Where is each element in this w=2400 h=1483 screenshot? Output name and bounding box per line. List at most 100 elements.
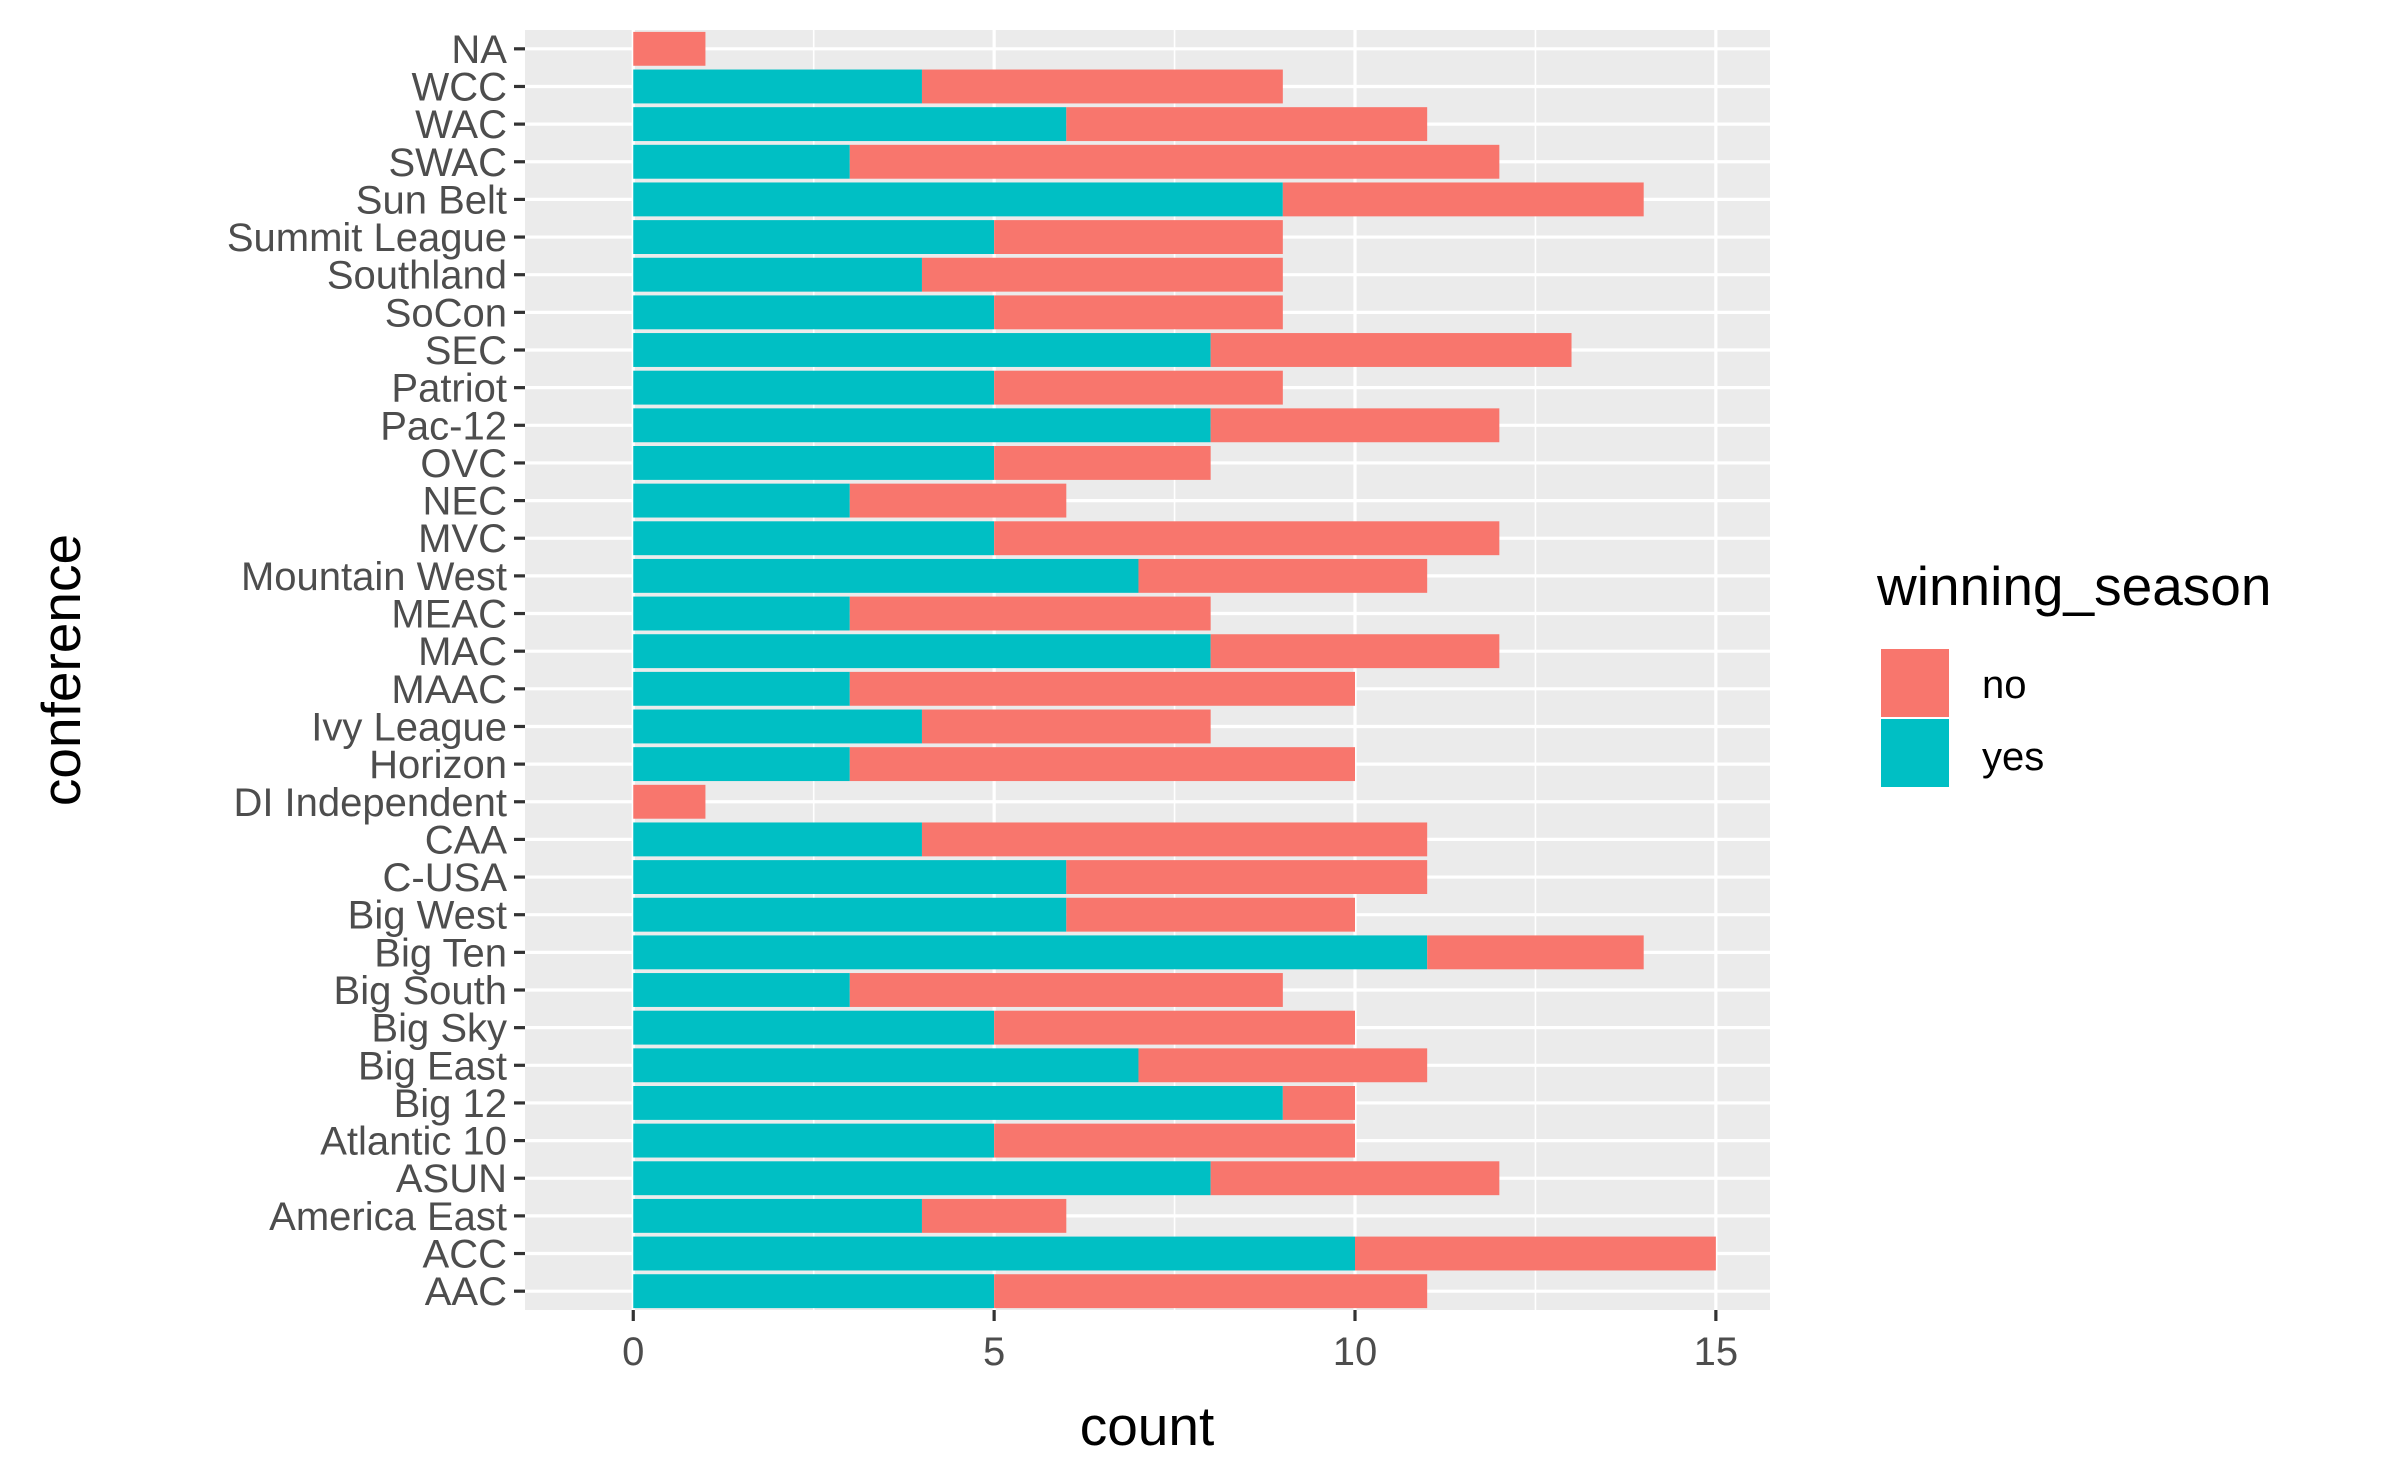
- y-tick-label: WCC: [411, 65, 507, 109]
- bar-yes-atlantic-10: [633, 1123, 995, 1158]
- bar-no-sec: [1210, 333, 1572, 367]
- legend: winning_season no yes: [1876, 555, 2271, 789]
- bar-no-swac: [849, 144, 1500, 179]
- bar-yes-asun: [633, 1161, 1211, 1196]
- bar-no-c-usa: [1066, 860, 1428, 894]
- y-tick-label: Big Ten: [374, 931, 507, 975]
- y-tick-label: NA: [451, 28, 507, 72]
- y-tick-label: MAC: [418, 630, 507, 674]
- bar-yes-pac-12: [633, 408, 1211, 443]
- bar-no-big-south: [849, 973, 1283, 1007]
- bar-no-big-ten: [1427, 935, 1644, 970]
- bar-no-asun: [1210, 1161, 1500, 1196]
- y-tick-label: Horizon: [369, 743, 507, 787]
- bar-yes-aac: [633, 1274, 995, 1309]
- y-tick-label: ACC: [423, 1233, 507, 1277]
- y-tick-label: MAAC: [391, 668, 507, 712]
- bar-no-mountain-west: [1138, 558, 1428, 593]
- bar-yes-big-12: [633, 1086, 1283, 1120]
- bar-no-wcc: [921, 69, 1283, 104]
- y-tick-label: C-USA: [383, 856, 508, 900]
- y-tick-label: MEAC: [391, 593, 507, 637]
- bar-no-big-west: [1066, 897, 1355, 932]
- legend-key-yes: [1879, 717, 1951, 789]
- bar-yes-big-ten: [633, 935, 1428, 970]
- bar-no-sun-belt: [1282, 182, 1644, 217]
- bar-yes-ovc: [633, 446, 995, 480]
- bar-yes-meac: [633, 596, 850, 631]
- legend-label-yes: yes: [1982, 735, 2044, 779]
- legend-title: winning_season: [1876, 555, 2271, 617]
- y-tick-label: NEC: [423, 480, 507, 524]
- x-tick-label: 15: [1694, 1330, 1739, 1374]
- y-tick-label: Summit League: [227, 216, 507, 260]
- bar-yes-wac: [633, 107, 1067, 142]
- y-axis-title: conference: [30, 534, 92, 806]
- x-axis-title: count: [1080, 1395, 1215, 1457]
- y-tick-label: OVC: [420, 442, 507, 486]
- y-tick-label: Sun Belt: [356, 178, 507, 222]
- bar-yes-mac: [633, 634, 1211, 669]
- bar-yes-patriot: [633, 370, 995, 405]
- y-tick-label: AAC: [425, 1270, 507, 1314]
- bar-yes-big-east: [633, 1048, 1139, 1083]
- bar-no-big-east: [1138, 1048, 1428, 1083]
- bar-yes-big-west: [633, 897, 1067, 932]
- bar-yes-wcc: [633, 69, 922, 104]
- bar-no-nec: [849, 483, 1067, 518]
- x-tick-label: 0: [622, 1330, 644, 1374]
- bar-yes-sun-belt: [633, 182, 1283, 217]
- y-tick-label: SWAC: [388, 141, 507, 185]
- y-tick-label: Big West: [348, 894, 507, 938]
- bar-yes-america-east: [633, 1198, 922, 1233]
- bar-yes-maac: [633, 671, 850, 706]
- bar-yes-big-sky: [633, 1010, 995, 1045]
- y-tick-label: Big 12: [394, 1082, 507, 1126]
- bar-no-socon: [994, 295, 1283, 330]
- bar-yes-sec: [633, 333, 1211, 367]
- bar-yes-mountain-west: [633, 558, 1139, 593]
- y-tick-label: WAC: [415, 103, 507, 147]
- bar-yes-big-south: [633, 973, 850, 1007]
- y-tick-label: Atlantic 10: [320, 1120, 507, 1164]
- bar-yes-mvc: [633, 521, 995, 556]
- y-tick-label: Southland: [327, 254, 507, 298]
- y-tick-label: ASUN: [396, 1157, 507, 1201]
- y-tick-label: CAA: [425, 818, 508, 862]
- bar-yes-socon: [633, 295, 995, 330]
- y-tick-label: Patriot: [391, 367, 507, 411]
- bar-no-aac: [994, 1274, 1428, 1309]
- y-tick-label: Big South: [334, 969, 507, 1013]
- bar-no-big-sky: [994, 1010, 1355, 1045]
- bar-no-big-12: [1282, 1086, 1355, 1120]
- bars: [633, 31, 1716, 1309]
- bar-no-di-independent: [633, 784, 706, 819]
- y-tick-label: America East: [269, 1195, 507, 1239]
- legend-key-no: [1879, 647, 1951, 719]
- bar-no-na: [633, 31, 706, 66]
- bar-yes-summit-league: [633, 220, 995, 254]
- bar-no-summit-league: [994, 220, 1283, 254]
- bar-no-meac: [849, 596, 1211, 631]
- bar-no-acc: [1355, 1236, 1716, 1271]
- bar-yes-caa: [633, 822, 922, 857]
- y-tick-label: Big East: [358, 1044, 507, 1088]
- y-tick-label: MVC: [418, 517, 507, 561]
- y-tick-label: Mountain West: [241, 555, 507, 599]
- bar-no-horizon: [849, 747, 1355, 782]
- bar-no-mac: [1210, 634, 1500, 669]
- x-tick-label: 5: [983, 1330, 1005, 1374]
- y-tick-label: Pac-12: [380, 404, 507, 448]
- legend-label-no: no: [1982, 663, 2027, 707]
- bar-yes-c-usa: [633, 860, 1067, 894]
- y-tick-label: SoCon: [385, 291, 507, 335]
- bar-no-america-east: [921, 1198, 1067, 1233]
- bar-yes-horizon: [633, 747, 850, 782]
- bar-yes-ivy-league: [633, 709, 922, 744]
- y-tick-label: SEC: [425, 329, 507, 373]
- bar-no-ovc: [994, 446, 1211, 480]
- bar-yes-nec: [633, 483, 850, 518]
- y-tick-label: Big Sky: [371, 1007, 507, 1051]
